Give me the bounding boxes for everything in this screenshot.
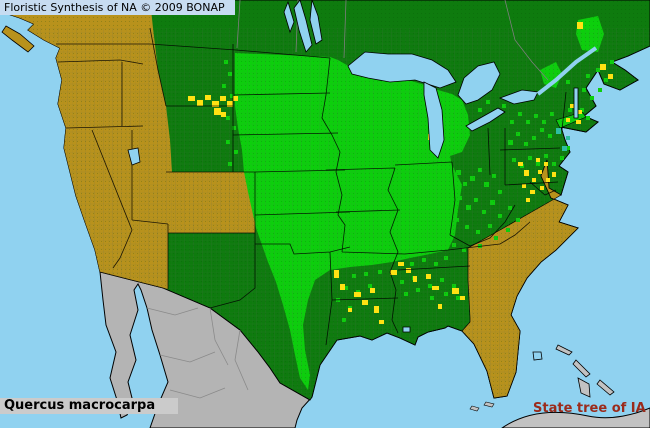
vancouver-island: [1, 25, 35, 53]
st-lawrence-river: [536, 46, 598, 96]
bahamas-islands: [555, 344, 615, 398]
adventive-counties: [556, 128, 570, 151]
state-borders: [56, 27, 567, 401]
lake-okeechobee: [532, 351, 543, 361]
great-salt-lake: [127, 147, 141, 166]
lake-superior: [347, 51, 457, 89]
rare-counties: [188, 22, 613, 324]
province-borders: [236, 0, 549, 81]
lake-pontchartrain: [402, 326, 411, 333]
map-title-bar: Floristic Synthesis of NA © 2009 BONAP: [0, 0, 235, 15]
lake-champlain: [573, 87, 579, 119]
state-tree-note: State tree of IA: [533, 401, 646, 416]
species-name-label: Quercus macrocarpa: [0, 398, 178, 414]
lakes: [127, 0, 579, 361]
cuba: [501, 407, 650, 428]
mexico-borders: [146, 307, 249, 399]
lake-erie: [465, 107, 506, 132]
lake-huron: [457, 61, 501, 105]
lake-michigan: [423, 81, 445, 159]
lake-winnipeg-group: [283, 0, 323, 53]
florida-keys: [469, 401, 495, 412]
lake-ontario: [498, 89, 539, 105]
